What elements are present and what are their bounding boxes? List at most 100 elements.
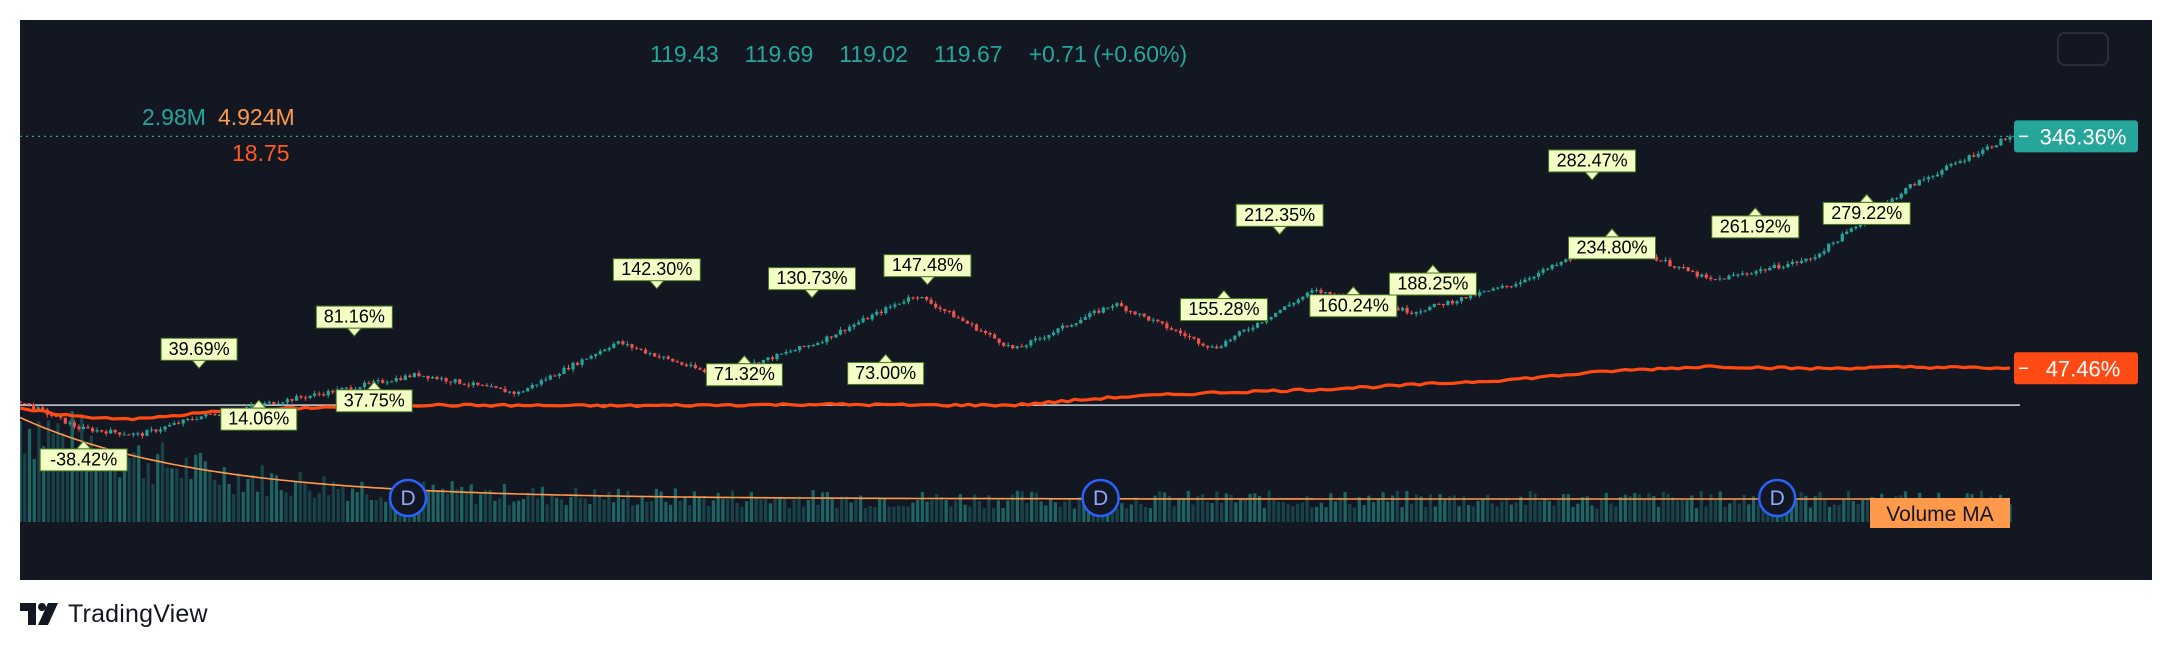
volume-bar (1523, 504, 1528, 522)
candle-body (829, 336, 834, 338)
candle-body (476, 382, 480, 385)
candle-body (1754, 271, 1758, 274)
annotation-box (1711, 215, 1800, 239)
volume-bar (740, 506, 744, 522)
volume-bar (930, 499, 934, 522)
volume-bar (754, 497, 758, 522)
candle-body (1029, 340, 1033, 346)
branding-footer[interactable]: TradingView (20, 598, 208, 630)
candle-body (1423, 310, 1427, 312)
candle-body (1169, 328, 1173, 330)
volume-bar (1163, 492, 1167, 522)
volume-bar (1509, 504, 1513, 522)
volume-bar (1063, 501, 1067, 522)
volume-bar (968, 506, 972, 522)
volume-bar (289, 495, 293, 522)
candle-body (1718, 278, 1722, 280)
volume-bar (688, 505, 692, 522)
annotation-pointer (736, 354, 753, 365)
volume-bar (127, 458, 131, 522)
candle-body (943, 309, 947, 311)
candle-body (816, 343, 820, 345)
volume-bar (236, 472, 241, 522)
volume-bar (811, 489, 815, 522)
annotation-box (160, 337, 238, 361)
candle-body (1328, 292, 1332, 295)
price-badge-bg (2014, 352, 2138, 385)
volume-bar (1115, 508, 1119, 522)
candle-body (1097, 310, 1101, 313)
candle-body (1795, 261, 1799, 263)
candle-body (1060, 325, 1065, 329)
candle-body (1156, 319, 1160, 322)
volume-bar (1618, 497, 1623, 522)
volume-bar (882, 498, 886, 522)
candle-body (1242, 330, 1246, 332)
price-chart-svg[interactable]: -38.42% 14.06% 39.69% 81.16% 37.75% 142.30% 71… (20, 20, 2152, 580)
high-value: 119.69 (744, 41, 814, 67)
candle-body (684, 364, 688, 367)
volume-bar (1191, 504, 1195, 522)
annotation-text: 261.92% (1720, 216, 1791, 236)
candle-body (421, 375, 426, 377)
candle-body (1682, 267, 1686, 269)
candle-body (861, 318, 865, 323)
candle-body (1255, 322, 1260, 328)
candle-body (1310, 290, 1314, 293)
candle-body (983, 331, 988, 334)
candle-body (1410, 312, 1414, 314)
volume-bar (1409, 503, 1414, 522)
candle-body (1536, 272, 1541, 277)
candle-body (1500, 285, 1504, 288)
volume-bar (1713, 500, 1718, 522)
annotation-pointer (1424, 264, 1442, 274)
candle-body (1550, 264, 1554, 269)
volume-bar (464, 493, 469, 522)
volume-bar (821, 492, 825, 522)
candle-body (172, 423, 176, 425)
dividend-circle (1081, 478, 1120, 518)
chart-settings-button[interactable] (2057, 32, 2109, 66)
candle-body (20, 401, 22, 404)
candle-body (41, 407, 45, 410)
annotation-box (335, 389, 413, 413)
volume-bar (327, 495, 331, 522)
annotation-pointer (1583, 171, 1601, 181)
volume-bar (640, 495, 644, 522)
candle-body (793, 350, 797, 352)
volume-bar (51, 433, 55, 522)
volume-bar (1324, 507, 1328, 522)
candle-body (1514, 284, 1518, 287)
volume-bar (1656, 506, 1661, 522)
candle-body (399, 378, 403, 380)
volume-bar (445, 493, 450, 522)
annotation-box (1309, 294, 1398, 318)
candle-body (326, 390, 330, 396)
annotation-text: 142.30% (621, 259, 692, 279)
annotation-pointer (1345, 285, 1362, 296)
volume-bar (460, 486, 464, 522)
volume-bar (778, 496, 782, 522)
candle-body (195, 419, 199, 421)
annotation-text: 188.25% (1397, 274, 1468, 294)
volume-bar (664, 501, 668, 522)
volume-bar (360, 481, 364, 522)
candle-body (920, 297, 924, 299)
candle-body (1672, 266, 1677, 268)
candle-body (965, 320, 970, 324)
candle-body (344, 387, 348, 389)
volume-bar (1234, 502, 1238, 522)
volume-bar (1295, 503, 1300, 522)
candle-body (27, 403, 31, 405)
volume-bar (507, 504, 511, 522)
annotation-pointer (919, 276, 936, 286)
chart-area[interactable]: -38.42% 14.06% 39.69% 81.16% 37.75% 142.30% 71… (20, 20, 2152, 580)
candle-body (1468, 293, 1473, 299)
volume-bar (1566, 494, 1570, 522)
candle-body (109, 429, 113, 434)
candle-body (163, 426, 167, 430)
candle-body (553, 375, 557, 377)
annotation-text: 234.80% (1576, 237, 1647, 257)
candle-body (167, 424, 172, 427)
volume-bar (426, 491, 431, 522)
